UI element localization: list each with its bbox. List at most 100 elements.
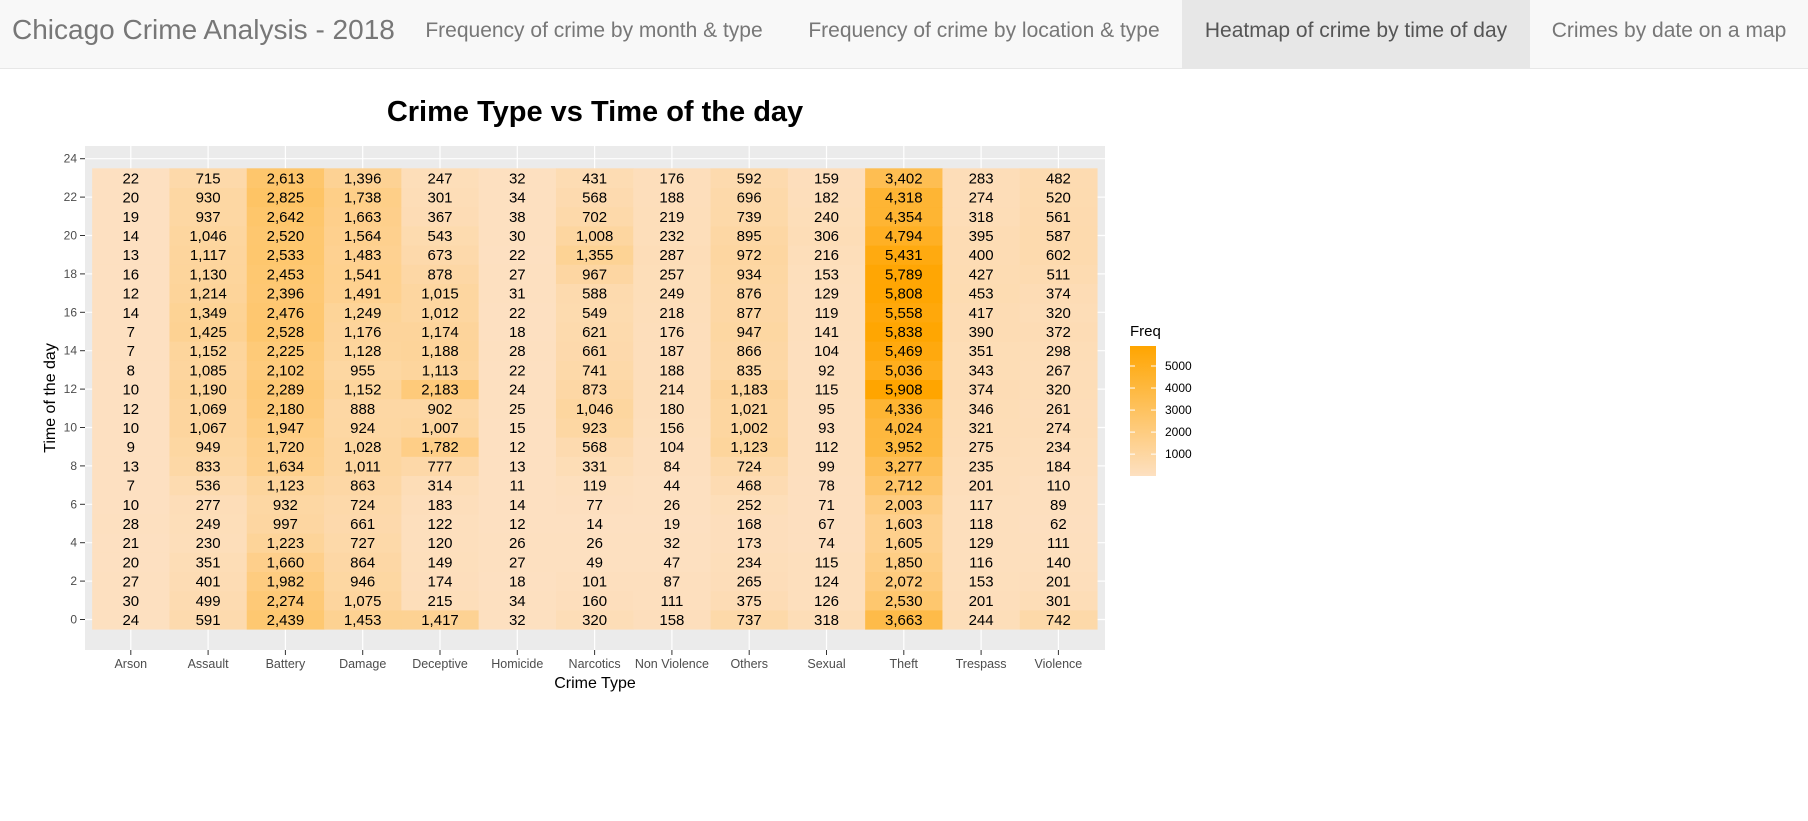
- heatmap-cell: [169, 187, 248, 208]
- cell-value-label: 216: [814, 247, 839, 264]
- heatmap-cell: [401, 264, 480, 284]
- heatmap-cell: [865, 245, 943, 265]
- heatmap-cell: [324, 264, 402, 284]
- heatmap-cell: [555, 533, 634, 553]
- heatmap-cell: [633, 417, 712, 438]
- heatmap-cell: [787, 245, 866, 265]
- cell-value-label: 375: [737, 593, 762, 610]
- cell-value-label: 30: [509, 228, 526, 245]
- heatmap-cell: [92, 475, 170, 496]
- cell-value-label: 5,431: [885, 247, 923, 264]
- heatmap-cell: [92, 187, 170, 208]
- heatmap-cell: [555, 245, 634, 265]
- cell-value-label: 12: [122, 401, 139, 418]
- cell-value-label: 1,176: [344, 324, 382, 341]
- cell-value-label: 234: [737, 554, 762, 571]
- heatmap-cell: [401, 341, 480, 361]
- heatmap-cell: [246, 398, 325, 419]
- heatmap-cell: [246, 437, 325, 457]
- tab-heatmap-time-of-day[interactable]: Heatmap of crime by time of day: [1182, 0, 1530, 68]
- cell-value-label: 602: [1046, 247, 1071, 264]
- cell-value-label: 274: [1046, 420, 1071, 437]
- cell-value-label: 95: [818, 401, 835, 418]
- tab-frequency-by-location[interactable]: Frequency of crime by location & type: [808, 19, 1160, 42]
- cell-value-label: 1,355: [576, 247, 614, 264]
- heatmap-cell: [633, 494, 712, 515]
- heatmap-cell: [401, 590, 480, 611]
- cell-value-label: 2,072: [885, 574, 923, 591]
- heatmap-cell: [92, 456, 170, 476]
- cell-value-label: 4,024: [885, 420, 923, 437]
- cell-value-label: 180: [659, 401, 684, 418]
- cell-value-label: 343: [969, 362, 994, 379]
- heatmap-cell: [555, 552, 634, 572]
- heatmap-cell: [246, 283, 325, 304]
- heatmap-cell: [710, 494, 789, 515]
- heatmap-cell: [246, 341, 325, 361]
- heatmap-cell: [555, 302, 634, 323]
- cell-value-label: 287: [659, 247, 684, 264]
- heatmap-cell: [787, 398, 866, 419]
- x-tick-label: Homicide: [491, 657, 543, 671]
- heatmap-cell: [478, 437, 557, 457]
- cell-value-label: 153: [814, 266, 839, 283]
- cell-value-label: 104: [814, 343, 839, 360]
- tab-frequency-by-month[interactable]: Frequency of crime by month & type: [425, 19, 763, 42]
- cell-value-label: 1,128: [344, 343, 382, 360]
- heatmap-cell: [787, 302, 866, 323]
- heatmap-cell: [401, 571, 480, 592]
- cell-value-label: 1,015: [421, 286, 459, 303]
- cell-value-label: 374: [969, 382, 994, 399]
- heatmap-cell: [246, 379, 325, 400]
- heatmap-cell: [942, 552, 1021, 572]
- heatmap-cell: [865, 321, 943, 342]
- heatmap-cell: [169, 571, 248, 592]
- heatmap-cell: [787, 590, 866, 611]
- cell-value-label: 702: [582, 209, 607, 226]
- cell-value-label: 99: [818, 458, 835, 475]
- heatmap-cell: [324, 456, 402, 476]
- heatmap-cell: [92, 379, 170, 400]
- cell-value-label: 124: [814, 574, 839, 591]
- cell-value-label: 2,533: [267, 247, 305, 264]
- heatmap-cell: [478, 321, 557, 342]
- cell-value-label: 390: [969, 324, 994, 341]
- heatmap-cell: [942, 571, 1021, 592]
- cell-value-label: 4,794: [885, 228, 923, 245]
- cell-value-label: 3,952: [885, 439, 923, 456]
- cell-value-label: 1,046: [576, 401, 614, 418]
- cell-value-label: 7: [127, 343, 135, 360]
- heatmap-cell: [246, 513, 325, 534]
- cell-value-label: 20: [122, 554, 139, 571]
- heatmap-cell: [787, 225, 866, 246]
- cell-value-label: 201: [969, 593, 994, 610]
- heatmap-cell: [710, 225, 789, 246]
- heatmap-cell: [942, 533, 1021, 553]
- cell-value-label: 19: [122, 209, 139, 226]
- cell-value-label: 2,530: [885, 593, 923, 610]
- cell-value-label: 13: [122, 458, 139, 475]
- tab-crimes-map[interactable]: Crimes by date on a map: [1551, 19, 1787, 42]
- cell-value-label: 321: [969, 420, 994, 437]
- cell-value-label: 14: [586, 516, 603, 533]
- heatmap-cell: [633, 513, 712, 534]
- cell-value-label: 1,123: [267, 478, 305, 495]
- heatmap-cell: [865, 417, 943, 438]
- heatmap-cell: [710, 513, 789, 534]
- cell-value-label: 482: [1046, 170, 1071, 187]
- app-brand[interactable]: Chicago Crime Analysis - 2018: [12, 14, 395, 45]
- heatmap-cell: [710, 417, 789, 438]
- cell-value-label: 10: [122, 382, 139, 399]
- heatmap-cell: [246, 187, 325, 208]
- heatmap-cell: [401, 379, 480, 400]
- heatmap-cell: [865, 341, 943, 361]
- cell-value-label: 1,417: [421, 612, 459, 629]
- cell-value-label: 275: [969, 439, 994, 456]
- cell-value-label: 160: [582, 593, 607, 610]
- x-tick-label: Theft: [890, 657, 919, 671]
- cell-value-label: 878: [427, 266, 452, 283]
- heatmap-cell: [633, 360, 712, 380]
- cell-value-label: 5,789: [885, 266, 923, 283]
- heatmap-cell: [401, 321, 480, 342]
- heatmap-cell: [787, 206, 866, 227]
